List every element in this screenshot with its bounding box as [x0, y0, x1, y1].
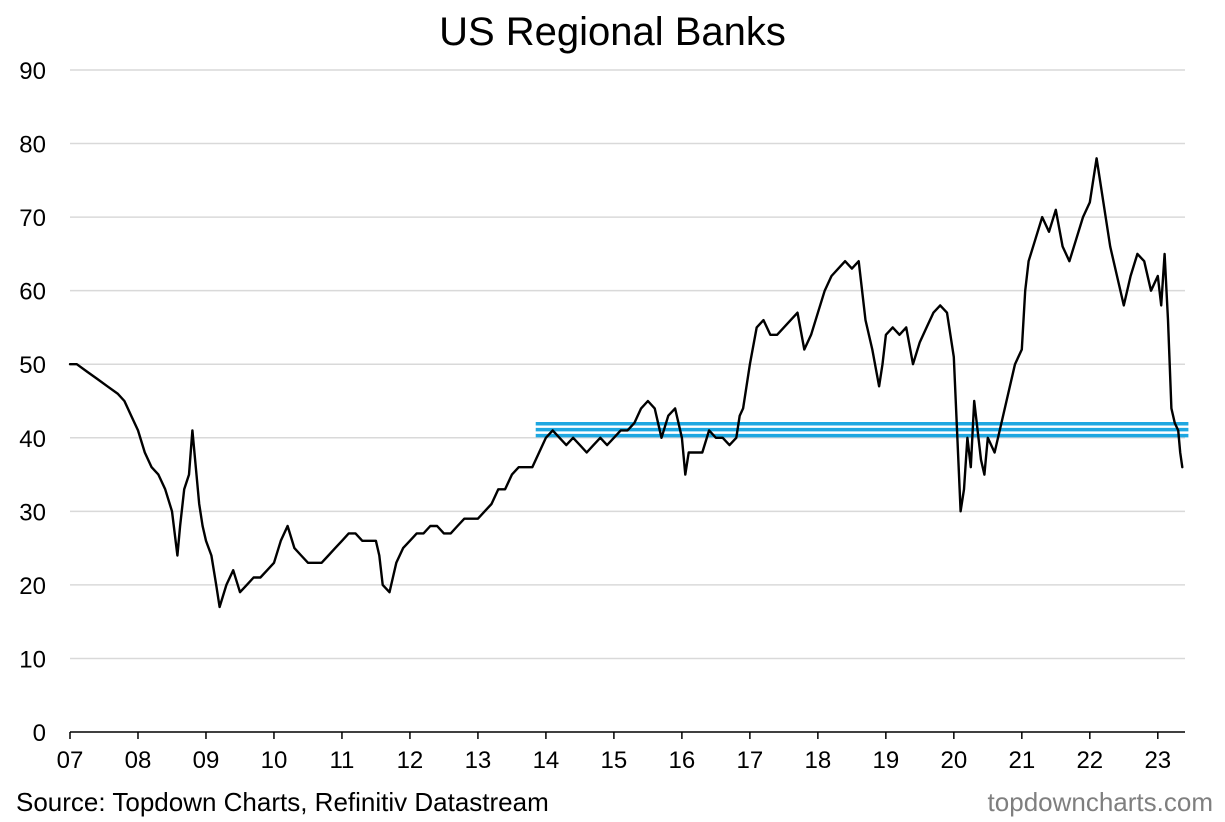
- x-tick-label: 17: [737, 747, 764, 774]
- y-tick-label: 60: [19, 279, 46, 306]
- x-tick-label: 07: [57, 747, 84, 774]
- y-axis: 0 10 20 30 40 50 60 70 80 90: [19, 58, 46, 747]
- y-tick-label: 40: [19, 426, 46, 453]
- y-tick-label: 20: [19, 573, 46, 600]
- series-layer: [68, 157, 1184, 609]
- x-tick-label: 16: [669, 747, 696, 774]
- x-tick-label: 08: [125, 747, 152, 774]
- x-tick-label: 13: [465, 747, 492, 774]
- y-tick-label: 0: [33, 720, 46, 747]
- site-credit[interactable]: topdowncharts.com: [987, 787, 1213, 817]
- x-tick-label: 18: [805, 747, 832, 774]
- y-tick-label: 90: [19, 58, 46, 85]
- x-tick-label: 14: [533, 747, 560, 774]
- chart-title: US Regional Banks: [439, 10, 786, 54]
- reference-band: [535, 422, 1189, 438]
- y-tick-label: 30: [19, 499, 46, 526]
- x-tick-label: 15: [601, 747, 628, 774]
- y-tick-label: 70: [19, 205, 46, 232]
- x-tick-label: 19: [873, 747, 900, 774]
- series-line: [68, 157, 1184, 609]
- gridlines: [70, 69, 1185, 660]
- x-tick-label: 09: [193, 747, 220, 774]
- x-tick-label: 12: [397, 747, 424, 774]
- x-tick-label: 22: [1076, 747, 1103, 774]
- x-tick-label: 23: [1144, 747, 1171, 774]
- x-tick-label: 10: [261, 747, 288, 774]
- x-tick-label: 21: [1008, 747, 1035, 774]
- x-tick-label: 11: [329, 747, 354, 774]
- y-tick-label: 10: [19, 646, 46, 673]
- y-tick-label: 50: [19, 352, 46, 379]
- y-tick-label: 80: [19, 132, 46, 159]
- source-note: Source: Topdown Charts, Refinitiv Datast…: [16, 787, 549, 817]
- x-axis: 07 08 09 10 11 12 13 14 15 16 17 18 19 20 21 22 23: [57, 731, 1185, 774]
- x-tick-label: 20: [940, 747, 967, 774]
